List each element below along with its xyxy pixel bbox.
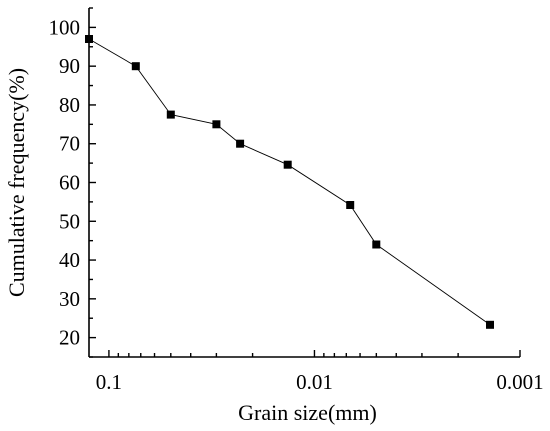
axes-frame — [88, 8, 520, 358]
data-point-marker — [166, 110, 175, 119]
y-tick-label: 80 — [59, 93, 80, 117]
y-tick-label: 70 — [59, 132, 80, 156]
data-point-marker — [346, 201, 355, 209]
y-tick-label: 90 — [59, 54, 80, 78]
y-tick-label: 100 — [49, 15, 81, 39]
data-point-marker — [372, 240, 381, 249]
series-line — [88, 38, 491, 326]
data-series — [85, 35, 494, 329]
y-tick-label: 20 — [59, 326, 80, 350]
y-tick-label: 50 — [59, 209, 80, 233]
data-point-marker — [131, 62, 140, 71]
y-axis-title: Cumulative frequency(%) — [4, 68, 29, 297]
x-tick-label: 0.1 — [96, 370, 122, 394]
y-tick-label: 30 — [59, 287, 80, 311]
x-tick-label: 0.01 — [296, 370, 333, 394]
data-point-marker — [212, 120, 221, 129]
x-axis-title: Grain size(mm) — [238, 400, 377, 425]
data-point-marker — [236, 139, 245, 148]
axis-ticks — [89, 7, 521, 358]
tick-labels: 20 30 40 50 60 70 80 90 100 0.1 0.01 0.001 — [49, 15, 544, 394]
x-tick-label: 0.001 — [496, 370, 543, 394]
y-tick-label: 40 — [59, 248, 80, 272]
data-point-marker — [283, 160, 292, 169]
data-point-marker — [486, 320, 494, 329]
data-point-marker — [85, 35, 93, 43]
y-tick-label: 60 — [59, 171, 80, 195]
